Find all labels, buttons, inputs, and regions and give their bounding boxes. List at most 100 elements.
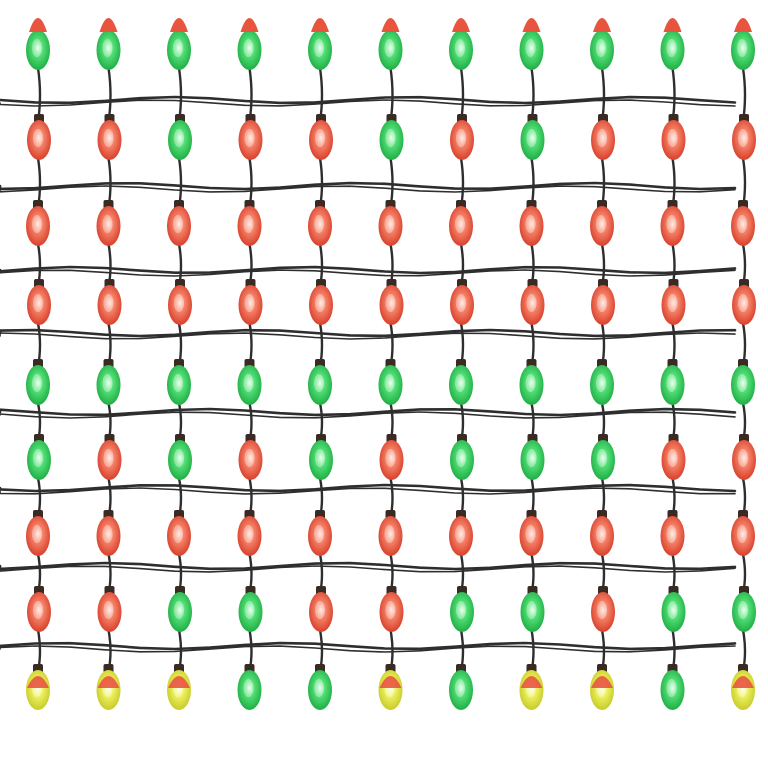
bulb-body — [591, 120, 615, 160]
red-bulb — [731, 200, 755, 246]
red-bulb-tip — [734, 18, 752, 32]
bulb-highlight — [596, 215, 606, 233]
green-bulb — [590, 359, 614, 405]
red-bulb — [97, 434, 122, 480]
vertical-wire — [248, 67, 253, 123]
bulb-body — [591, 440, 615, 480]
bulb-body — [378, 30, 403, 70]
red-bulb — [661, 434, 686, 480]
bulb-body — [308, 30, 332, 70]
bulb-highlight — [103, 294, 114, 312]
bulb-body — [450, 120, 474, 160]
bulb-body — [520, 440, 545, 480]
green-bulb — [167, 359, 191, 405]
bulb-body — [591, 592, 615, 632]
bulb-highlight — [667, 601, 678, 619]
green-bulb — [379, 114, 404, 160]
red-bulb — [167, 200, 191, 246]
red-bulb — [590, 200, 614, 246]
bulb-highlight — [103, 601, 114, 619]
bulb-highlight — [102, 215, 113, 233]
bulb-highlight — [666, 679, 677, 697]
bulb-body — [378, 206, 403, 246]
bulb-body — [26, 516, 50, 556]
bulb-highlight — [244, 449, 255, 467]
vertical-wire — [318, 67, 324, 123]
bulb-body — [237, 670, 262, 710]
red-bulb — [26, 510, 50, 556]
bulb-highlight — [738, 449, 748, 467]
vertical-wire — [107, 67, 112, 123]
bulb-body — [520, 592, 545, 632]
green-bulb — [449, 664, 473, 710]
horizontal-wire — [0, 645, 736, 653]
bulb-highlight — [174, 601, 184, 619]
bulb-highlight — [667, 449, 678, 467]
red-bulb — [591, 586, 615, 632]
bulb-body — [378, 516, 403, 556]
bulb-highlight — [243, 39, 254, 57]
bulb-highlight — [243, 679, 254, 697]
bulb-highlight — [244, 601, 255, 619]
bulb-body — [379, 120, 404, 160]
bulb-body — [309, 285, 333, 325]
bulb-body — [309, 440, 333, 480]
bulb-body — [167, 516, 191, 556]
horizontal-wire — [0, 641, 737, 651]
red-bulb — [96, 200, 121, 246]
green-bulb — [26, 359, 50, 405]
red-bulb — [378, 200, 403, 246]
bulb-body — [237, 516, 262, 556]
bulb-body — [168, 592, 192, 632]
red-bulb-tip — [732, 676, 754, 688]
red-bulb — [519, 200, 544, 246]
green-bulb — [308, 359, 332, 405]
bulb-body — [732, 592, 756, 632]
green-bulb — [27, 434, 51, 480]
horizontal-wire — [0, 328, 737, 338]
red-bulb — [97, 586, 122, 632]
bulb-highlight — [33, 449, 43, 467]
red-bulb-tip — [522, 18, 541, 32]
bulb-body — [237, 365, 262, 405]
bulb-highlight — [596, 374, 606, 392]
vertical-wire — [671, 67, 676, 123]
bulb-highlight — [737, 215, 747, 233]
bulb-body — [660, 365, 685, 405]
bulb-body — [96, 30, 121, 70]
bulb-body — [237, 206, 262, 246]
bulb-highlight — [315, 449, 325, 467]
bulb-body — [590, 516, 614, 556]
bulb-body — [449, 670, 473, 710]
bulb-highlight — [315, 129, 325, 147]
bulb-highlight — [315, 601, 325, 619]
bulb-body — [661, 592, 686, 632]
bulb-body — [449, 206, 473, 246]
bulb-highlight — [526, 601, 537, 619]
bulb-body — [661, 440, 686, 480]
red-bulb-tip — [168, 676, 190, 688]
bulb-highlight — [455, 215, 465, 233]
bulb-highlight — [597, 601, 607, 619]
green-bulb — [168, 434, 192, 480]
bulb-highlight — [33, 601, 43, 619]
bulb-body — [732, 285, 756, 325]
green-bulb — [660, 664, 685, 710]
vertical-wire — [389, 67, 394, 123]
bulb-highlight — [174, 294, 184, 312]
bulb-body — [308, 365, 332, 405]
red-bulb — [450, 114, 474, 160]
red-bulb — [238, 279, 263, 325]
bulb-highlight — [666, 525, 677, 543]
bulb-body — [27, 592, 51, 632]
vertical-wire — [741, 67, 747, 123]
bulb-body — [379, 440, 404, 480]
bulb-body — [26, 30, 50, 70]
bulb-highlight — [666, 215, 677, 233]
bulb-body — [731, 516, 755, 556]
bulb-body — [660, 30, 685, 70]
bulb-highlight — [173, 374, 183, 392]
bulb-highlight — [384, 215, 395, 233]
bulb-highlight — [385, 449, 396, 467]
bulb-highlight — [667, 129, 678, 147]
